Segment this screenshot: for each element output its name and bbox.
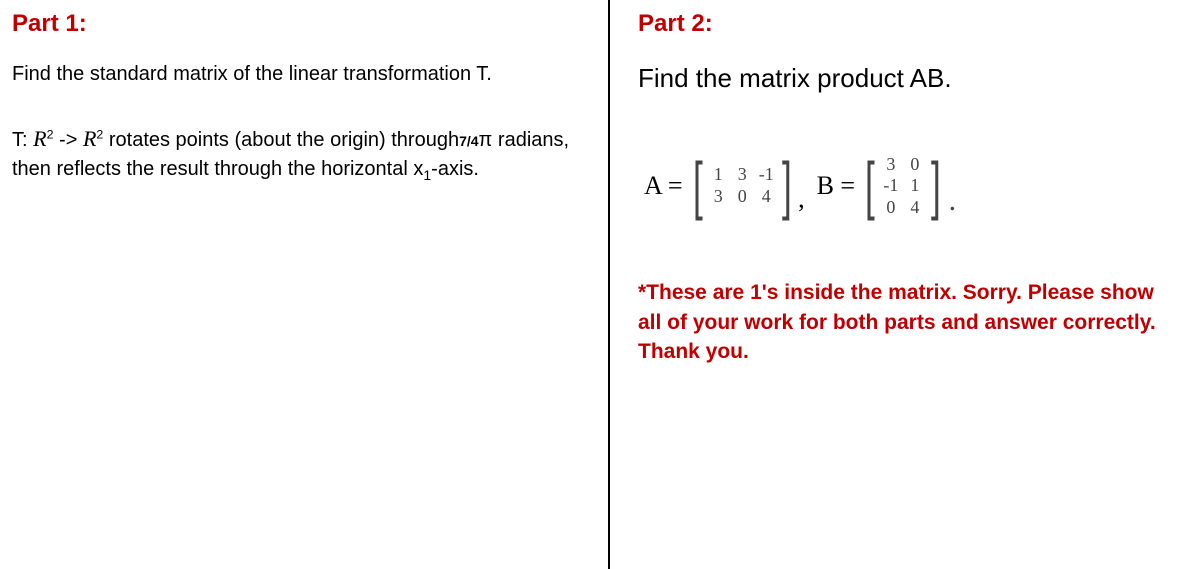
B-0-1: 0	[903, 154, 927, 176]
part-1-description: T: R2 -> R2 rotates points (about the or…	[12, 123, 594, 185]
B-2-1: 4	[903, 197, 927, 219]
script-R-1: R	[33, 126, 46, 151]
desc-end: -axis.	[431, 158, 479, 180]
desc-prefix: T:	[12, 129, 33, 151]
part-1-label: Part 1:	[12, 10, 594, 38]
matrix-A: 1 3 -1 3 0 4	[706, 164, 778, 207]
A-label: A =	[638, 171, 689, 201]
bracket-close-B: ]	[931, 157, 941, 215]
A-0-2: -1	[754, 164, 778, 186]
desc-mid1: rotates points (about the origin) throug…	[103, 129, 459, 151]
sub-1: 1	[423, 167, 431, 183]
A-1-0: 3	[706, 186, 730, 208]
period: .	[945, 184, 957, 218]
pi: π	[479, 129, 493, 151]
part-1-instruction: Find the standard matrix of the linear t…	[12, 60, 594, 89]
B-label: B =	[811, 171, 862, 201]
script-R-2: R	[83, 126, 96, 151]
B-2-0: 0	[879, 197, 903, 219]
arrow: ->	[53, 129, 82, 151]
bracket-open-B: [	[865, 157, 875, 215]
A-0-1: 3	[730, 164, 754, 186]
A-1-2: 4	[754, 186, 778, 208]
A-0-0: 1	[706, 164, 730, 186]
part-1-column: Part 1: Find the standard matrix of the …	[0, 0, 610, 569]
bracket-close-A: ]	[782, 157, 792, 215]
part-2-column: Part 2: Find the matrix product AB. A = …	[610, 0, 1200, 569]
matrix-B: 3 0 -1 1 0 4	[879, 154, 927, 219]
bracket-open-A: [	[693, 157, 703, 215]
fraction-7-4: 7/4	[459, 133, 478, 149]
part-2-label: Part 2:	[638, 10, 1186, 38]
B-0-0: 3	[879, 154, 903, 176]
matrix-equation: A = [ 1 3 -1 3 0 4 ] , B = [ 3 0 -1	[638, 154, 1186, 219]
part-2-instruction: Find the matrix product AB.	[638, 60, 1186, 98]
B-1-1: 1	[903, 175, 927, 197]
B-1-0: -1	[879, 175, 903, 197]
A-1-1: 0	[730, 186, 754, 208]
comma: ,	[796, 184, 811, 218]
footnote: *These are 1's inside the matrix. Sorry.…	[638, 278, 1158, 366]
